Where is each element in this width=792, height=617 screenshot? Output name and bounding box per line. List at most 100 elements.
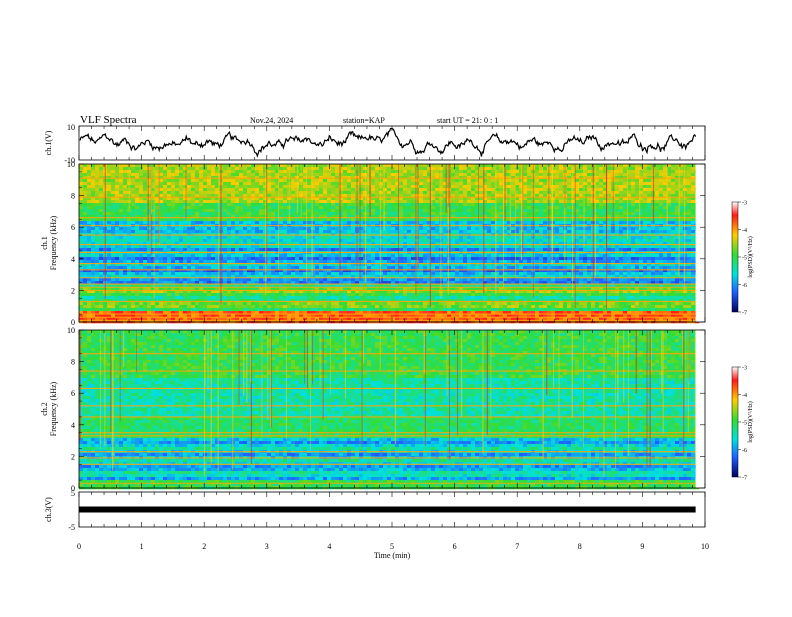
spectrogram-cell bbox=[403, 191, 407, 194]
spectrogram-cell bbox=[231, 230, 235, 233]
spectrogram-cell bbox=[315, 230, 319, 233]
spectrogram-cell bbox=[267, 173, 271, 176]
spectrogram-cell bbox=[691, 200, 695, 203]
spectrogram-cell bbox=[499, 245, 503, 248]
spectrogram-cell bbox=[183, 206, 187, 209]
spectrogram-cell bbox=[243, 167, 247, 170]
spectrogram-cell bbox=[431, 245, 435, 248]
spectrogram-cell bbox=[511, 254, 515, 257]
spectrogram-cell bbox=[199, 173, 203, 176]
spectrogram-cell bbox=[571, 212, 575, 215]
spectrogram-cell bbox=[387, 167, 391, 170]
spectrogram-cell bbox=[351, 257, 355, 260]
spectrogram-cell bbox=[111, 173, 115, 176]
spectrogram-cell bbox=[99, 257, 103, 260]
spectrogram-cell bbox=[499, 167, 503, 170]
spectrogram-cell bbox=[191, 167, 195, 170]
spectrogram-cell bbox=[435, 164, 439, 167]
spectrogram-cell bbox=[255, 182, 259, 185]
spectrogram-cell bbox=[83, 221, 87, 224]
spectrogram-cell bbox=[251, 167, 255, 170]
spectrogram-cell bbox=[607, 167, 611, 170]
spectrogram-cell bbox=[471, 185, 475, 188]
spectrogram-cell bbox=[251, 221, 255, 224]
spectrogram-cell bbox=[435, 182, 439, 185]
spectrogram-cell bbox=[443, 236, 447, 239]
spectrogram-cell bbox=[647, 230, 651, 233]
spectrogram-cell bbox=[371, 212, 375, 215]
spectrogram-cell bbox=[535, 239, 539, 242]
spectrogram-cell bbox=[479, 176, 483, 179]
spectrogram-cell bbox=[335, 230, 339, 233]
spectrogram-cell bbox=[163, 191, 167, 194]
spectrogram-cell bbox=[351, 176, 355, 179]
spectrogram-cell bbox=[243, 170, 247, 173]
spectrogram-cell bbox=[123, 173, 127, 176]
spectrogram-cell bbox=[423, 245, 427, 248]
spectrogram-cell bbox=[119, 248, 123, 251]
spectrogram-cell bbox=[659, 185, 663, 188]
spectrogram-cell bbox=[183, 191, 187, 194]
spectrogram-cell bbox=[143, 257, 147, 260]
spectrogram-cell bbox=[691, 236, 695, 239]
spectrogram-cell bbox=[179, 179, 183, 182]
spectrogram-cell bbox=[327, 257, 331, 260]
spectrogram-cell bbox=[399, 248, 403, 251]
spectrogram-cell bbox=[351, 245, 355, 248]
spectrogram-cell bbox=[599, 182, 603, 185]
spectrogram-cell bbox=[155, 179, 159, 182]
spectrogram-cell bbox=[379, 227, 383, 230]
spectrogram-cell bbox=[683, 245, 687, 248]
spectrogram-cell bbox=[451, 245, 455, 248]
spectrogram-cell bbox=[79, 188, 83, 191]
spectrogram-cell bbox=[399, 209, 403, 212]
spectrogram-cell bbox=[555, 245, 559, 248]
spectrogram-cell bbox=[383, 248, 387, 251]
spectrogram-cell bbox=[435, 176, 439, 179]
spectrogram-cell bbox=[175, 218, 179, 221]
spectrogram-cell bbox=[347, 164, 351, 167]
spectrogram-cell bbox=[683, 254, 687, 257]
spectrogram-cell bbox=[567, 206, 571, 209]
spectrogram-cell bbox=[511, 248, 515, 251]
spectrogram-cell bbox=[111, 206, 115, 209]
spectrogram-cell bbox=[143, 191, 147, 194]
spectrogram-cell bbox=[243, 221, 247, 224]
spectrogram-cell bbox=[251, 179, 255, 182]
spectrogram-cell bbox=[115, 209, 119, 212]
spectrogram-cell bbox=[239, 254, 243, 257]
spectrogram-cell bbox=[463, 206, 467, 209]
spectrogram-cell bbox=[407, 230, 411, 233]
spectrogram-cell bbox=[635, 191, 639, 194]
spectrogram-cell bbox=[207, 188, 211, 191]
spectrogram-cell bbox=[331, 167, 335, 170]
spectrogram-cell bbox=[331, 221, 335, 224]
spectrogram-cell bbox=[327, 191, 331, 194]
spectrogram-cell bbox=[315, 185, 319, 188]
spectrogram-cell bbox=[83, 236, 87, 239]
spectrogram-cell bbox=[463, 164, 467, 167]
spectrogram-cell bbox=[619, 245, 623, 248]
spectrogram-cell bbox=[335, 206, 339, 209]
spectrogram-cell bbox=[615, 170, 619, 173]
spectrogram-cell bbox=[535, 188, 539, 191]
spectrogram-cell bbox=[535, 179, 539, 182]
spectrogram-cell bbox=[319, 176, 323, 179]
spectrogram-cell bbox=[687, 203, 691, 206]
spectrogram-cell bbox=[379, 188, 383, 191]
spectrogram-cell bbox=[347, 245, 351, 248]
spectrogram-cell bbox=[479, 185, 483, 188]
spectrogram-cell bbox=[187, 239, 191, 242]
spectrogram-cell bbox=[491, 191, 495, 194]
spectrogram-cell bbox=[471, 221, 475, 224]
spectrogram-cell bbox=[179, 200, 183, 203]
spectrogram-cell bbox=[167, 206, 171, 209]
spectrogram-cell bbox=[623, 188, 627, 191]
spectrogram-cell bbox=[631, 218, 635, 221]
spectrogram-cell bbox=[151, 254, 155, 257]
spectrogram-cell bbox=[299, 236, 303, 239]
spectrogram-cell bbox=[423, 209, 427, 212]
spectrogram-cell bbox=[203, 182, 207, 185]
spectrogram-cell bbox=[271, 239, 275, 242]
spectrogram-cell bbox=[267, 185, 271, 188]
